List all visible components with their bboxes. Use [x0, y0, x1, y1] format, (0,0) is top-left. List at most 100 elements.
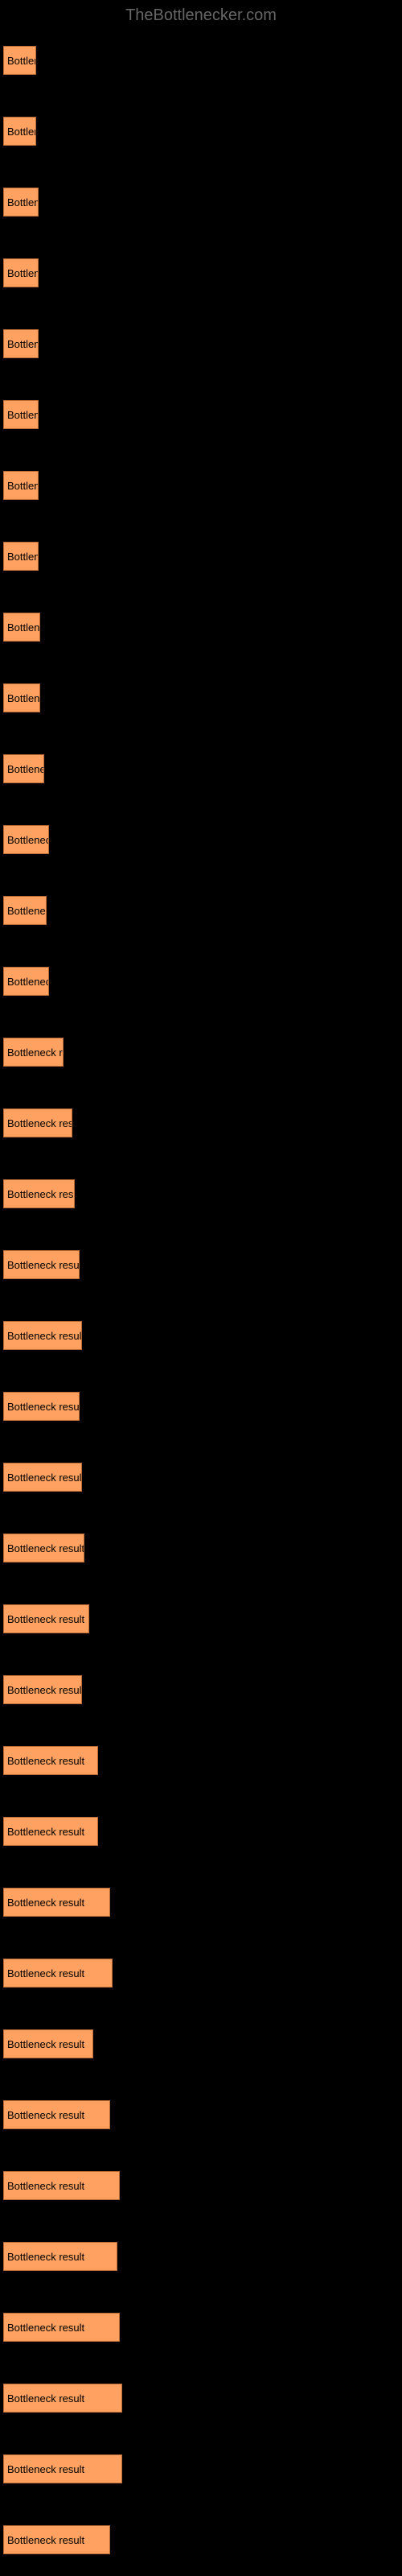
bar-value-label: 45: [112, 2525, 123, 2554]
bar[interactable]: Bottleneck result: [3, 2313, 120, 2342]
bar[interactable]: Bottleneck r: [3, 825, 49, 854]
bar[interactable]: Bottleneck result: [3, 1817, 98, 1846]
bar-row: Bottleneck result 45: [3, 2508, 399, 2572]
bar-label: Bottleneck r: [7, 976, 49, 987]
bar-row: Bottleneck result 49: [3, 2153, 399, 2218]
bar[interactable]: Bottleneck result: [3, 1179, 75, 1208]
bar-value-label: 49: [121, 2313, 133, 2342]
bar[interactable]: Bottleneck result: [3, 1108, 72, 1137]
bar-row: Bottleneck result: [3, 2012, 399, 2076]
bar[interactable]: Bottleneck r: [3, 967, 49, 996]
bar-label: Bottlenec: [7, 481, 39, 491]
bar[interactable]: Bottleneck result: [3, 2100, 110, 2129]
bar[interactable]: Bottlenec: [3, 258, 39, 287]
bar[interactable]: Bottlenec: [3, 400, 39, 429]
bar-value-label: 4: [112, 1888, 117, 1917]
bar-label: Bottlenec: [7, 551, 39, 562]
site-link[interactable]: TheBottlenecker.com: [125, 6, 277, 24]
bar-row: Bottlenec: [3, 453, 399, 518]
bar-label: Bottlene: [7, 56, 36, 66]
bar-row: Bottleneck: [3, 737, 399, 801]
bar[interactable]: Bottleneck result: [3, 1463, 82, 1492]
bar[interactable]: Bottleneck result: [3, 2029, 93, 2058]
bar-row: Bottleneck result: [3, 1445, 399, 1509]
bar-label: Bottleneck result: [7, 1260, 80, 1270]
bar[interactable]: Bottlenec: [3, 329, 39, 358]
bar[interactable]: Bottlene: [3, 117, 36, 146]
bar[interactable]: Bottleneck result: [3, 1604, 89, 1633]
bar-row: Bottleneck result: [3, 1374, 399, 1439]
bar-label: Bottleneck result: [7, 2252, 84, 2262]
bar-row: Bottleneck r: [3, 807, 399, 872]
bar-label: Bottlenec: [7, 622, 40, 633]
bar-value-label: 50: [124, 2454, 135, 2483]
bar-row: Bottleneck result: [3, 1516, 399, 1580]
bar-row: Bottleneck result: [3, 1162, 399, 1226]
bar-label: Bottlenec: [7, 693, 40, 704]
bar-label: Bottlenec: [7, 268, 39, 279]
bar[interactable]: Bottleneck result: [3, 1746, 98, 1775]
bar-row: Bottleneck result: [3, 1091, 399, 1155]
bar[interactable]: Bottlene: [3, 46, 36, 75]
bar-row: Bottleneck result 4: [3, 2083, 399, 2147]
bar-row: Bottlenec: [3, 170, 399, 234]
bar[interactable]: Bottleneck result: [3, 2242, 117, 2271]
bar-label: Bottleneck resul: [7, 1047, 64, 1058]
bar[interactable]: Bottleneck result: [3, 2171, 120, 2200]
bar[interactable]: Bottleneck result: [3, 1959, 113, 1988]
bar-label: Bottleneck result: [7, 1897, 84, 1908]
bar-row: Bottlene: [3, 99, 399, 163]
bar-label: Bottlenec: [7, 339, 39, 349]
bar-row: Bottleneck result: [3, 1587, 399, 1651]
bar[interactable]: Bottleneck result: [3, 1321, 82, 1350]
bar-row: Bottlene: [3, 28, 399, 93]
bar-label: Bottleneck: [7, 764, 44, 774]
bar-label: Bottleneck result: [7, 2110, 84, 2120]
bar-label: Bottleneck result: [7, 2535, 84, 2545]
bar[interactable]: Bottleneck result: [3, 2384, 122, 2413]
bar-row: Bottleneck: [3, 878, 399, 943]
bar-value-label: 48: [119, 2242, 130, 2271]
bar-row: Bottleneck result 50: [3, 2437, 399, 2501]
bar[interactable]: Bottlenec: [3, 613, 40, 642]
bar-label: Bottlene: [7, 126, 36, 137]
bar-label: Bottleneck result: [7, 2181, 84, 2191]
bar-value-label: 49: [121, 2171, 133, 2200]
bar[interactable]: Bottlenec: [3, 542, 39, 571]
bar-label: Bottleneck result: [7, 1331, 82, 1341]
bar[interactable]: Bottleneck result: [3, 1888, 110, 1917]
bar[interactable]: Bottlenec: [3, 471, 39, 500]
bar[interactable]: Bottleneck result: [3, 2454, 122, 2483]
bar[interactable]: Bottleneck result: [3, 1675, 82, 1704]
bar-value-label: 4: [112, 2100, 117, 2129]
bar[interactable]: Bottleneck result: [3, 1392, 80, 1421]
bar[interactable]: Bottleneck result: [3, 1534, 84, 1563]
bar[interactable]: Bottleneck: [3, 896, 47, 925]
bar[interactable]: Bottleneck result: [3, 1250, 80, 1279]
bar-label: Bottleneck result: [7, 2393, 84, 2404]
header-attribution: TheBottlenecker.com: [0, 0, 402, 28]
bar-label: Bottleneck result: [7, 2039, 84, 2050]
bar-row: Bottlenec: [3, 241, 399, 305]
bar-label: Bottleneck result: [7, 1472, 82, 1483]
bar[interactable]: Bottleneck resul: [3, 1038, 64, 1067]
bar-label: Bottleneck result: [7, 2464, 84, 2475]
bar-row: Bottlenec: [3, 312, 399, 376]
bar-label: Bottleneck: [7, 906, 47, 916]
bar[interactable]: Bottlenec: [3, 683, 40, 712]
bar-label: Bottleneck result: [7, 1543, 84, 1554]
bar-row: Bottlenec: [3, 666, 399, 730]
bar[interactable]: Bottlenec: [3, 188, 39, 217]
bar-value-label: 50: [124, 2384, 135, 2413]
bar-row: Bottlenec: [3, 382, 399, 447]
bar-row: Bottleneck result: [3, 1657, 399, 1722]
bar-label: Bottleneck result: [7, 1614, 84, 1624]
bar-row: Bottleneck result: [3, 1728, 399, 1793]
bar-label: Bottlenec: [7, 197, 39, 208]
bar-row: Bottleneck result: [3, 1232, 399, 1297]
bar-row: Bottleneck resul: [3, 1020, 399, 1084]
bar-row: Bottleneck r: [3, 949, 399, 1013]
bar-row: Bottleneck result: [3, 1799, 399, 1864]
bar[interactable]: Bottleneck result: [3, 2525, 110, 2554]
bar[interactable]: Bottleneck: [3, 754, 44, 783]
